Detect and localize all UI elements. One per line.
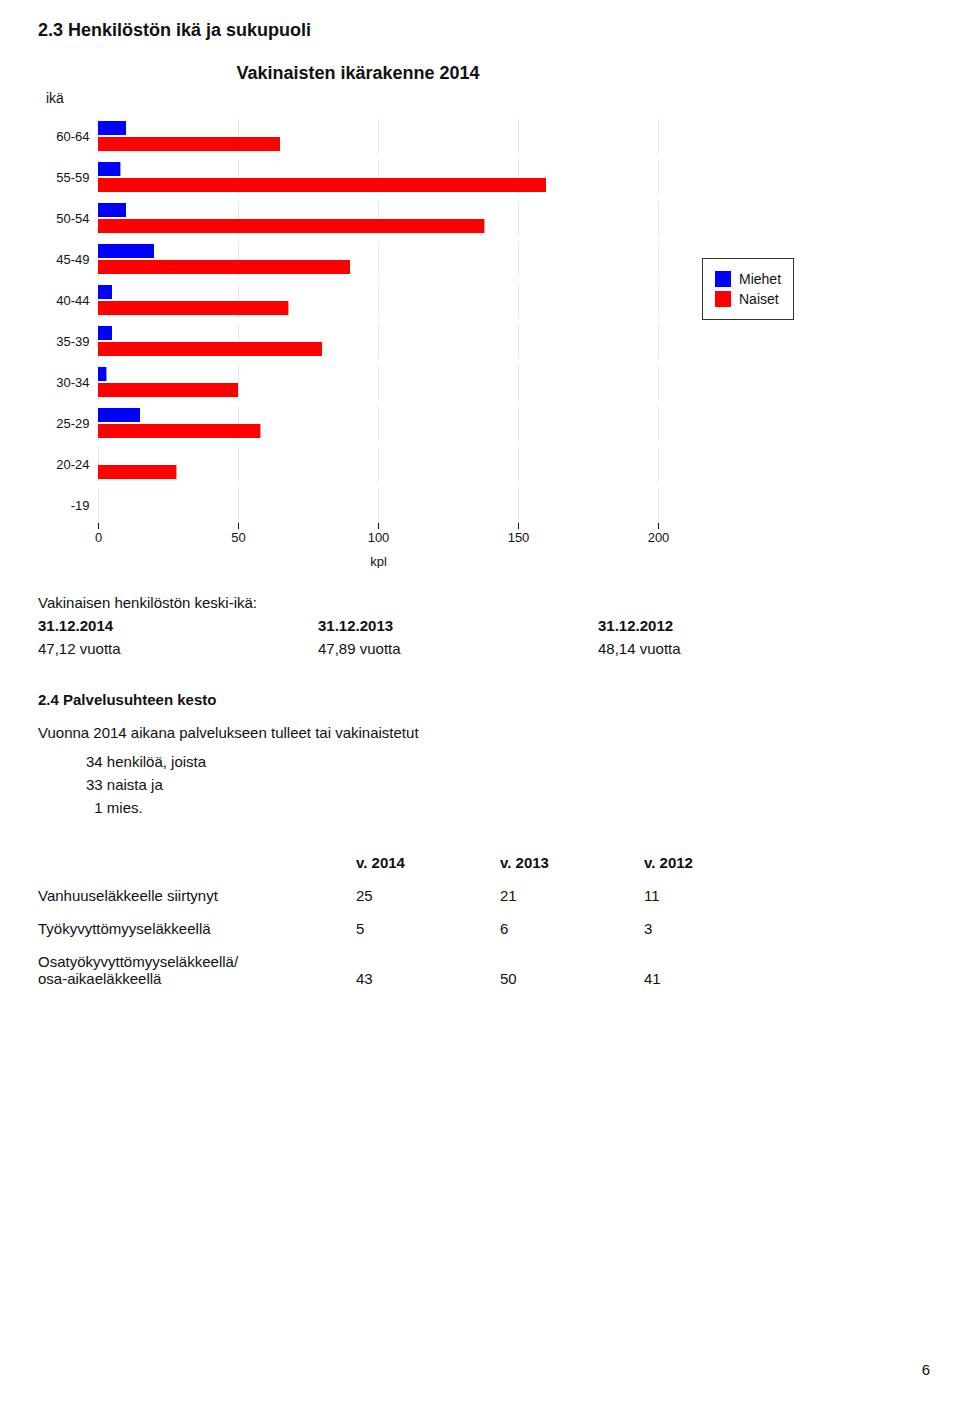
html-text:3: 3 [644,920,653,937]
html-text:6: 6 [921,1361,930,1378]
html-text:21: 21 [500,887,517,904]
html-text:v. 2013: v. 2013 [500,854,549,871]
html-text:Työkyvyttömyyseläkkeellä: Työkyvyttömyyseläkkeellä [38,920,211,937]
html-text:Vanhuuseläkkeelle siirtynyt: Vanhuuseläkkeelle siirtynyt [38,887,218,904]
html-text:31.12.2013: 31.12.2013 [318,617,394,634]
html-text:2.3 Henkilöstön ikä ja sukupuo: 2.3 Henkilöstön ikä ja sukupuoli [38,20,312,40]
html-text:osa-aikaeläkkeellä: osa-aikaeläkkeellä [38,970,162,987]
html-text:v. 2014: v. 2014 [356,854,405,871]
html-text:47,12 vuotta: 47,12 vuotta [38,640,121,657]
svg-text:200: 200 [648,530,670,545]
html-text:25: 25 [356,887,373,904]
html-text:5: 5 [356,920,365,937]
html-text:v. 2012: v. 2012 [644,854,693,871]
html-text:50: 50 [500,970,517,987]
svg-text:55-59: 55-59 [56,170,89,185]
html-text:Vuonna 2014 aikana palveluksee: Vuonna 2014 aikana palvelukseen tulleet … [38,724,419,741]
svg-text:60-64: 60-64 [56,129,89,144]
svg-text:50: 50 [231,530,245,545]
html-text:1 mies.: 1 mies. [86,799,143,816]
html-text:Miehet: Miehet [739,271,781,287]
html-text:48,14 vuotta: 48,14 vuotta [598,640,681,657]
svg-text:30-34: 30-34 [56,375,89,390]
svg-text:50-54: 50-54 [56,211,89,226]
svg-text:kpl: kpl [370,554,387,569]
html-text:41: 41 [644,970,661,987]
html-text:43: 43 [356,970,373,987]
svg-text:150: 150 [508,530,530,545]
html-text:47,89 vuotta: 47,89 vuotta [318,640,401,657]
html-text:34 henkilöä, joista: 34 henkilöä, joista [86,753,207,770]
html-text:Osatyökyvyttömyyseläkkeellä/: Osatyökyvyttömyyseläkkeellä/ [38,953,239,970]
html-text:31.12.2014: 31.12.2014 [38,617,114,634]
html-text:6: 6 [500,920,509,937]
html-text:31.12.2012: 31.12.2012 [598,617,674,634]
html-text:11: 11 [644,887,660,904]
html-text:33 naista ja: 33 naista ja [86,776,163,793]
svg-text:25-29: 25-29 [56,416,89,431]
svg-text:-19: -19 [71,498,90,513]
html-text:Naiset: Naiset [739,291,779,307]
svg-text:40-44: 40-44 [56,293,89,308]
svg-text:0: 0 [95,530,102,545]
svg-text:35-39: 35-39 [56,334,89,349]
html-text:2.4 Palvelusuhteen kesto: 2.4 Palvelusuhteen kesto [38,691,217,708]
svg-text:45-49: 45-49 [56,252,89,267]
html-text:Vakinaisten ikärakenne 2014: Vakinaisten ikärakenne 2014 [236,63,480,83]
html-text:Vakinaisen henkilöstön keski-i: Vakinaisen henkilöstön keski-ikä: [38,594,257,611]
svg-text:20-24: 20-24 [56,457,89,472]
html-text:ikä: ikä [46,90,64,106]
svg-text:100: 100 [368,530,390,545]
